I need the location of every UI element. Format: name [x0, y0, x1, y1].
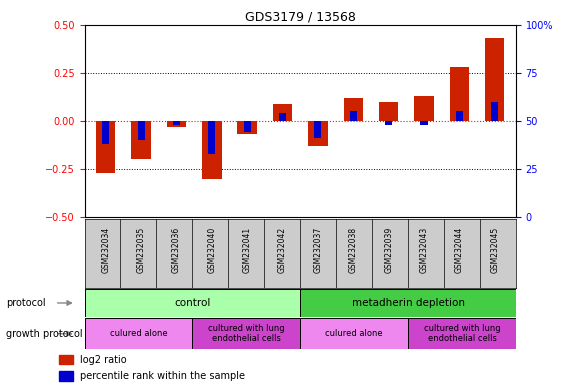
Text: GSM232034: GSM232034 [101, 227, 110, 273]
Bar [415, 96, 434, 121]
Bar [202, 121, 222, 179]
Bar [456, 111, 463, 121]
Bar [96, 121, 115, 173]
Bar [273, 104, 292, 121]
Bar [408, 318, 516, 349]
Bar [279, 113, 286, 121]
Bar [314, 121, 321, 138]
Bar [85, 289, 300, 317]
Bar [59, 355, 73, 364]
Text: culured alone: culured alone [325, 329, 383, 338]
Text: GSM232043: GSM232043 [420, 227, 429, 273]
Title: GDS3179 / 13568: GDS3179 / 13568 [245, 11, 356, 24]
Bar [131, 121, 151, 159]
Bar [59, 371, 73, 381]
Text: log2 ratio: log2 ratio [80, 354, 127, 364]
Text: GSM232042: GSM232042 [278, 227, 287, 273]
Text: GSM232041: GSM232041 [243, 227, 252, 273]
Bar [300, 318, 408, 349]
Bar [237, 121, 257, 134]
Bar [343, 98, 363, 121]
Bar [138, 121, 145, 140]
Text: metadherin depletion: metadherin depletion [352, 298, 465, 308]
Bar [167, 121, 186, 127]
Text: GSM232045: GSM232045 [490, 227, 499, 273]
Bar [85, 318, 192, 349]
Text: growth protocol: growth protocol [6, 329, 82, 339]
Bar [192, 318, 300, 349]
Bar [244, 121, 251, 132]
Text: cultured with lung
endothelial cells: cultured with lung endothelial cells [424, 324, 500, 343]
Text: control: control [174, 298, 210, 308]
Bar [208, 121, 215, 154]
Bar [300, 289, 516, 317]
Text: protocol: protocol [6, 298, 45, 308]
Bar [173, 121, 180, 125]
Bar [491, 102, 498, 121]
Text: GSM232044: GSM232044 [455, 227, 464, 273]
Text: culured alone: culured alone [110, 329, 167, 338]
Text: cultured with lung
endothelial cells: cultured with lung endothelial cells [208, 324, 285, 343]
Bar [102, 121, 109, 144]
Bar [485, 38, 504, 121]
Text: GSM232040: GSM232040 [208, 227, 216, 273]
Bar [379, 102, 398, 121]
Text: GSM232035: GSM232035 [136, 227, 146, 273]
Bar [308, 121, 328, 146]
Bar [385, 121, 392, 125]
Bar [420, 121, 427, 125]
Bar [449, 67, 469, 121]
Text: GSM232039: GSM232039 [384, 227, 393, 273]
Text: GSM232037: GSM232037 [314, 227, 322, 273]
Text: GSM232038: GSM232038 [349, 227, 358, 273]
Text: percentile rank within the sample: percentile rank within the sample [80, 371, 245, 381]
Bar [350, 111, 357, 121]
Text: GSM232036: GSM232036 [172, 227, 181, 273]
